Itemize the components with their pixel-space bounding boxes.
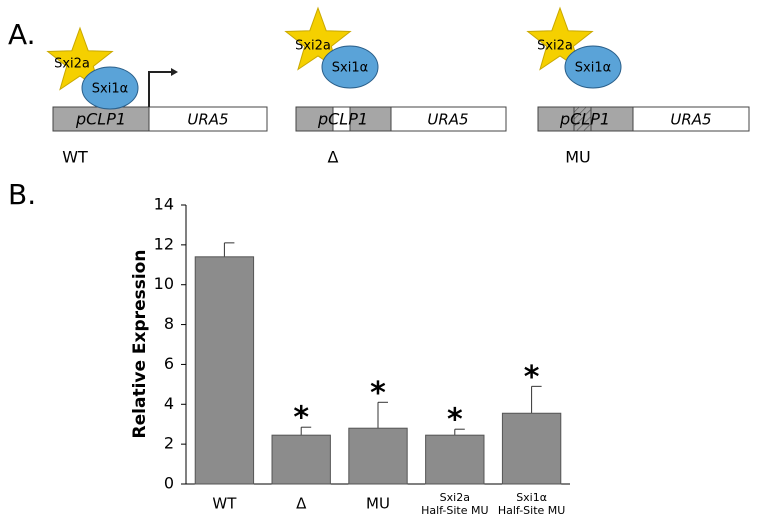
x-tick-label: WT	[212, 495, 237, 513]
arrow-head	[171, 68, 178, 76]
circle-label: Sxi1α	[575, 61, 611, 76]
bar	[271, 434, 331, 485]
tss-arrow	[148, 71, 172, 107]
x-tick-label: Δ	[296, 495, 307, 513]
y-tick-label: 14	[154, 195, 174, 214]
bar	[501, 412, 562, 485]
star	[526, 6, 594, 71]
star-label: Sxi2a	[54, 57, 90, 72]
bar	[425, 434, 485, 485]
significance-mark: *	[293, 401, 309, 436]
y-tick-label: 6	[164, 354, 174, 373]
panel-label: B.	[8, 178, 36, 211]
gene-label: URA5	[670, 111, 711, 129]
circle	[81, 66, 139, 110]
y-tick-label: 8	[164, 314, 174, 333]
y-tick-label: 12	[154, 234, 174, 253]
gene-label: URA5	[427, 111, 468, 129]
significance-mark: *	[524, 360, 540, 395]
circle	[321, 45, 379, 89]
y-axis-label: Relative Expression	[130, 250, 150, 439]
construct-label: MU	[565, 148, 591, 167]
x-tick-label: MU	[366, 495, 390, 513]
gene-box	[148, 106, 268, 132]
gene-box	[632, 106, 750, 132]
construct: Sxi2a Sxi1α pCLP1 URA5 MU	[526, 6, 750, 167]
x-tick-label: Sxi2a Half-Site MU	[421, 491, 488, 517]
star-label: Sxi2a	[537, 39, 573, 54]
promoter-label: pCLP1	[559, 110, 610, 129]
star	[284, 6, 352, 71]
mutation-box	[573, 106, 592, 132]
y-tick-label: 0	[164, 474, 174, 493]
construct-label: Δ	[328, 148, 339, 167]
promoter-box	[52, 106, 150, 132]
circle	[564, 45, 622, 89]
bar	[194, 256, 255, 485]
promoter-label: pCLP1	[317, 110, 368, 129]
x-tick-label: Sxi1α Half-Site MU	[498, 491, 565, 517]
gene-label: URA5	[187, 111, 228, 129]
panel-label: A.	[8, 18, 36, 51]
construct-label: WT	[62, 148, 88, 167]
star-label: Sxi2a	[295, 39, 331, 54]
significance-mark: *	[370, 376, 386, 411]
y-tick-label: 10	[154, 274, 174, 293]
bar	[348, 427, 408, 485]
deletion-box	[332, 106, 351, 132]
significance-mark: *	[447, 403, 463, 438]
construct: Sxi2a Sxi1α pCLP1 URA5 Δ	[284, 6, 507, 167]
star	[46, 26, 114, 91]
construct: Sxi2a Sxi1α pCLP1 URA5 WT	[46, 26, 268, 167]
y-tick-label: 2	[164, 434, 174, 453]
circle-label: Sxi1α	[332, 61, 368, 76]
y-tick-label: 4	[164, 394, 174, 413]
gene-box	[390, 106, 507, 132]
circle-label: Sxi1α	[92, 82, 128, 97]
promoter-label: pCLP1	[75, 110, 126, 129]
